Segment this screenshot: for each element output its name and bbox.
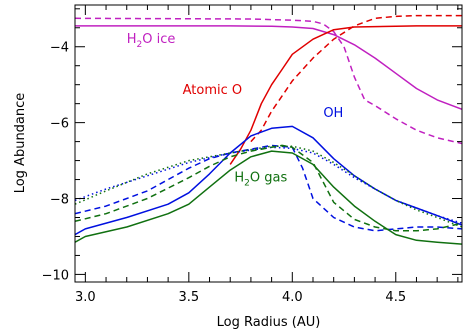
y-tick-label: −8 xyxy=(50,193,69,208)
annotation-oh: OH xyxy=(323,106,343,121)
y-axis-title: Log Abundance xyxy=(13,93,28,194)
annotation-h2o-gas: H2O gas xyxy=(234,170,287,188)
series-line-7 xyxy=(75,150,462,245)
x-tick-label: 3.0 xyxy=(75,290,96,305)
y-tick-label: −6 xyxy=(50,117,69,132)
annotation-layer: H2O ice Atomic O OH H2O gas xyxy=(127,32,344,189)
series-layer xyxy=(75,14,462,245)
plot-frame xyxy=(74,4,463,283)
series-line-3 xyxy=(250,14,462,143)
x-tick-label: 4.0 xyxy=(282,290,303,305)
series-line-1 xyxy=(75,17,462,145)
series-line-5 xyxy=(75,144,462,232)
series-line-0 xyxy=(75,25,462,111)
tick-layer: 3.0 3.5 4.0 4.5 −4 −6 −8 −10 xyxy=(42,5,462,305)
series-line-4 xyxy=(75,125,462,236)
x-axis-title: Log Radius (AU) xyxy=(217,315,321,330)
y-tick-label: −10 xyxy=(42,268,69,283)
series-line-8 xyxy=(75,144,462,232)
annotation-h2o-ice: H2O ice xyxy=(127,32,176,50)
y-tick-label: −4 xyxy=(50,41,69,56)
x-tick-label: 4.5 xyxy=(385,290,406,305)
series-line-6 xyxy=(75,146,462,224)
series-line-9 xyxy=(75,145,462,228)
annotation-atomic-o: Atomic O xyxy=(183,83,243,98)
series-line-2 xyxy=(229,25,462,165)
x-tick-label: 3.5 xyxy=(178,290,199,305)
